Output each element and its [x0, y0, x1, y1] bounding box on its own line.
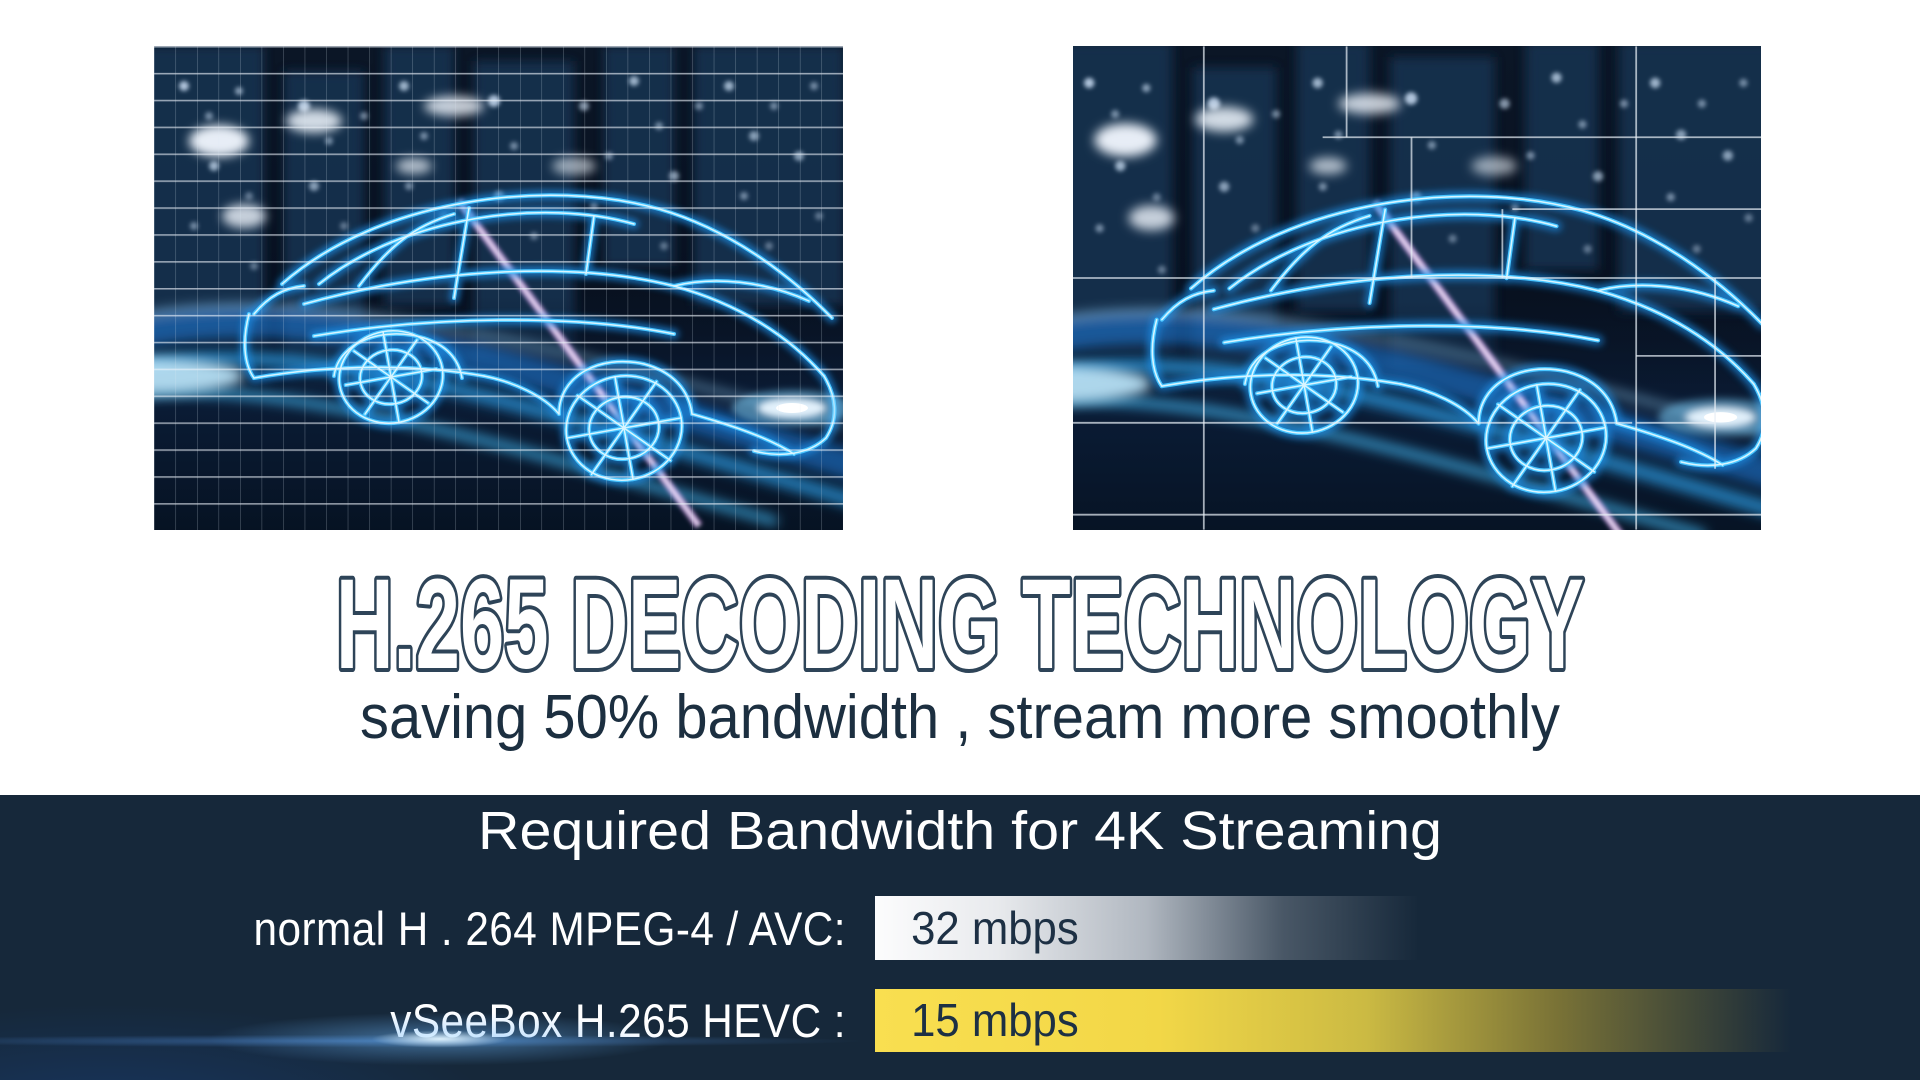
- neon-car-scene-h264: [154, 46, 843, 530]
- h265-bandwidth-bar: 15 mbps: [875, 989, 1820, 1052]
- h264-bandwidth-value: 32 mbps: [911, 902, 1079, 954]
- page-title: H.265 DECODING TECHNOLOGY: [336, 553, 1584, 680]
- h265-row-label: vSeeBox H.265 HEVC :: [390, 994, 846, 1047]
- bandwidth-comparison-panel: Required Bandwidth for 4K Streaming norm…: [0, 795, 1920, 1080]
- fine-macroblock-grid-overlay: [154, 46, 843, 530]
- page-subtitle: saving 50% bandwidth , stream more smoot…: [360, 683, 1560, 752]
- h264-encoded-image: [154, 46, 843, 530]
- panel-header-block: Required Bandwidth for 4K Streaming: [478, 801, 1442, 861]
- h265-bandwidth-value: 15 mbps: [911, 994, 1079, 1046]
- h265-encoded-image: [1073, 46, 1761, 530]
- h264-bandwidth-bar: 32 mbps: [875, 896, 1555, 960]
- panel-title: Required Bandwidth for 4K Streaming: [478, 801, 1442, 861]
- subtitle-block: saving 50% bandwidth , stream more smoot…: [360, 683, 1560, 752]
- neon-car-scene-h265: [1073, 46, 1761, 530]
- variable-block-grid-overlay: [1073, 46, 1761, 530]
- title-block: H.265 DECODING TECHNOLOGY: [332, 549, 1588, 680]
- h264-row-label: normal H . 264 MPEG-4 / AVC:: [253, 902, 846, 955]
